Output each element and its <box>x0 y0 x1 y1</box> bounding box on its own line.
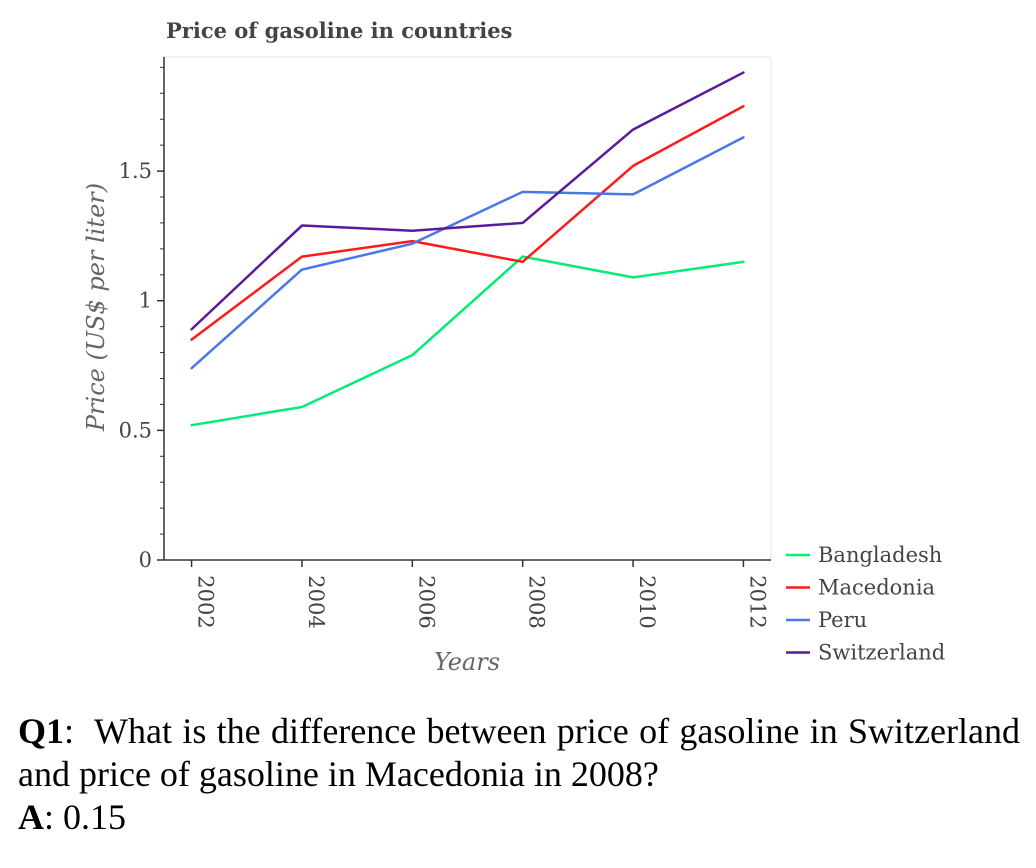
answer-text: 0.15 <box>63 797 127 837</box>
series-line-peru <box>190 136 745 370</box>
x-tick-label: 2008 <box>525 575 549 628</box>
question-separator: : <box>64 711 75 751</box>
x-tick-label: 2004 <box>304 575 328 628</box>
question-text: What is the difference between price of … <box>18 711 1020 794</box>
answer-key: A <box>18 797 44 837</box>
series-line-bangladesh <box>190 255 745 427</box>
legend-label-peru: Peru <box>818 608 867 632</box>
answer: A: 0.15 <box>18 796 1020 839</box>
x-tick-label: 2012 <box>745 575 769 628</box>
y-tick-label: 0.5 <box>119 418 152 442</box>
y-axis-ticks: 0 0.5 1 1.5 <box>119 66 164 572</box>
x-tick-label: 2006 <box>414 575 438 628</box>
x-axis-label: Years <box>434 648 500 676</box>
plot-frame <box>163 56 772 561</box>
x-tick-label: 2002 <box>194 575 218 628</box>
legend: Bangladesh Macedonia Peru Switzerland <box>786 543 945 665</box>
line-chart: Price of gasoline in countries Price (US… <box>82 18 945 676</box>
x-tick-label: 2010 <box>635 575 659 628</box>
y-axis-label: Price (US$ per liter) <box>82 183 110 432</box>
y-tick-label: 0 <box>139 548 152 572</box>
question-key: Q1 <box>18 711 65 751</box>
series-line-macedonia <box>190 105 745 341</box>
legend-label-macedonia: Macedonia <box>818 576 935 600</box>
y-tick-label: 1 <box>139 289 152 313</box>
chart-title: Price of gasoline in countries <box>166 18 512 43</box>
question: Q1: What is the difference between price… <box>18 710 1020 796</box>
answer-separator: : <box>44 797 55 837</box>
y-tick-label: 1.5 <box>119 159 152 183</box>
series-lines <box>190 71 745 427</box>
legend-label-switzerland: Switzerland <box>818 641 945 665</box>
legend-label-bangladesh: Bangladesh <box>818 543 942 567</box>
x-axis-ticks: 2002 2004 2006 2008 2010 2012 <box>190 560 769 629</box>
series-line-switzerland <box>190 71 745 331</box>
